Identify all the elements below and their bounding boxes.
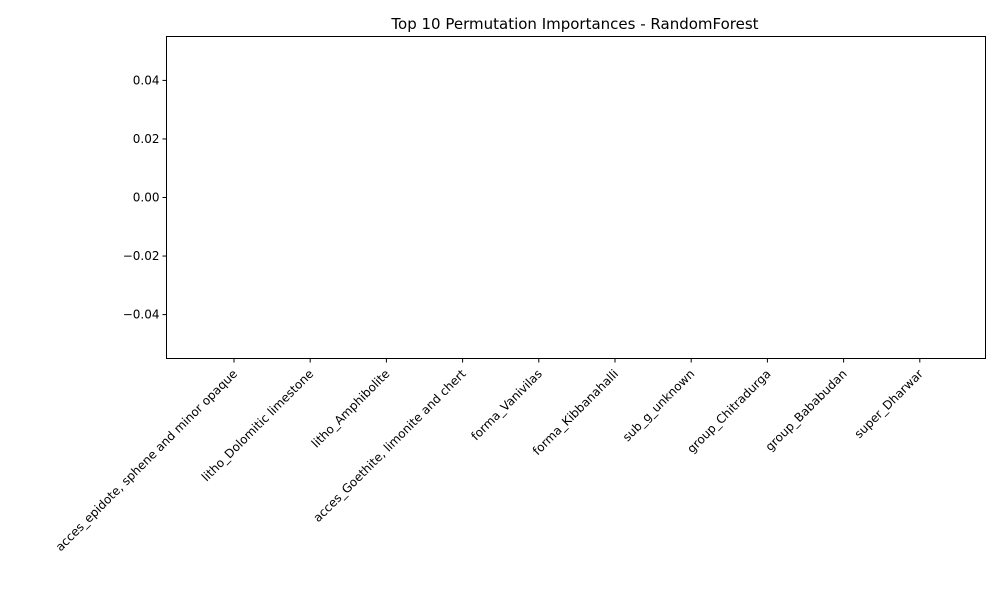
y-tick-label: 0.04 bbox=[133, 73, 160, 87]
x-tick-label: group_Chitradurga bbox=[684, 367, 773, 456]
y-axis: 0.04 0.02 0.00 −0.02 −0.04 bbox=[123, 73, 167, 322]
y-tick-label: −0.02 bbox=[123, 249, 160, 263]
y-tick-label: −0.04 bbox=[123, 308, 160, 322]
plot-frame bbox=[166, 36, 986, 359]
x-tick-label: acces_Goethite, limonite and chert bbox=[311, 367, 469, 525]
x-tick-label: litho_Amphibolite bbox=[309, 367, 393, 451]
x-tick-label: forma_Kibbanahalli bbox=[530, 367, 621, 458]
y-tick-label: 0.02 bbox=[133, 132, 160, 146]
x-tick-label: super_Dharwar bbox=[852, 367, 926, 441]
x-tick-label: sub_g_unknown bbox=[620, 367, 698, 445]
x-axis: acces_epidote, sphene and minor opaqueli… bbox=[53, 358, 926, 554]
y-tick-label: 0.00 bbox=[133, 191, 160, 205]
x-tick-label: forma_Vanivilas bbox=[468, 367, 545, 444]
x-tick-label: group_Bababudan bbox=[763, 367, 850, 454]
chart-title: Top 10 Permutation Importances - RandomF… bbox=[390, 15, 758, 33]
